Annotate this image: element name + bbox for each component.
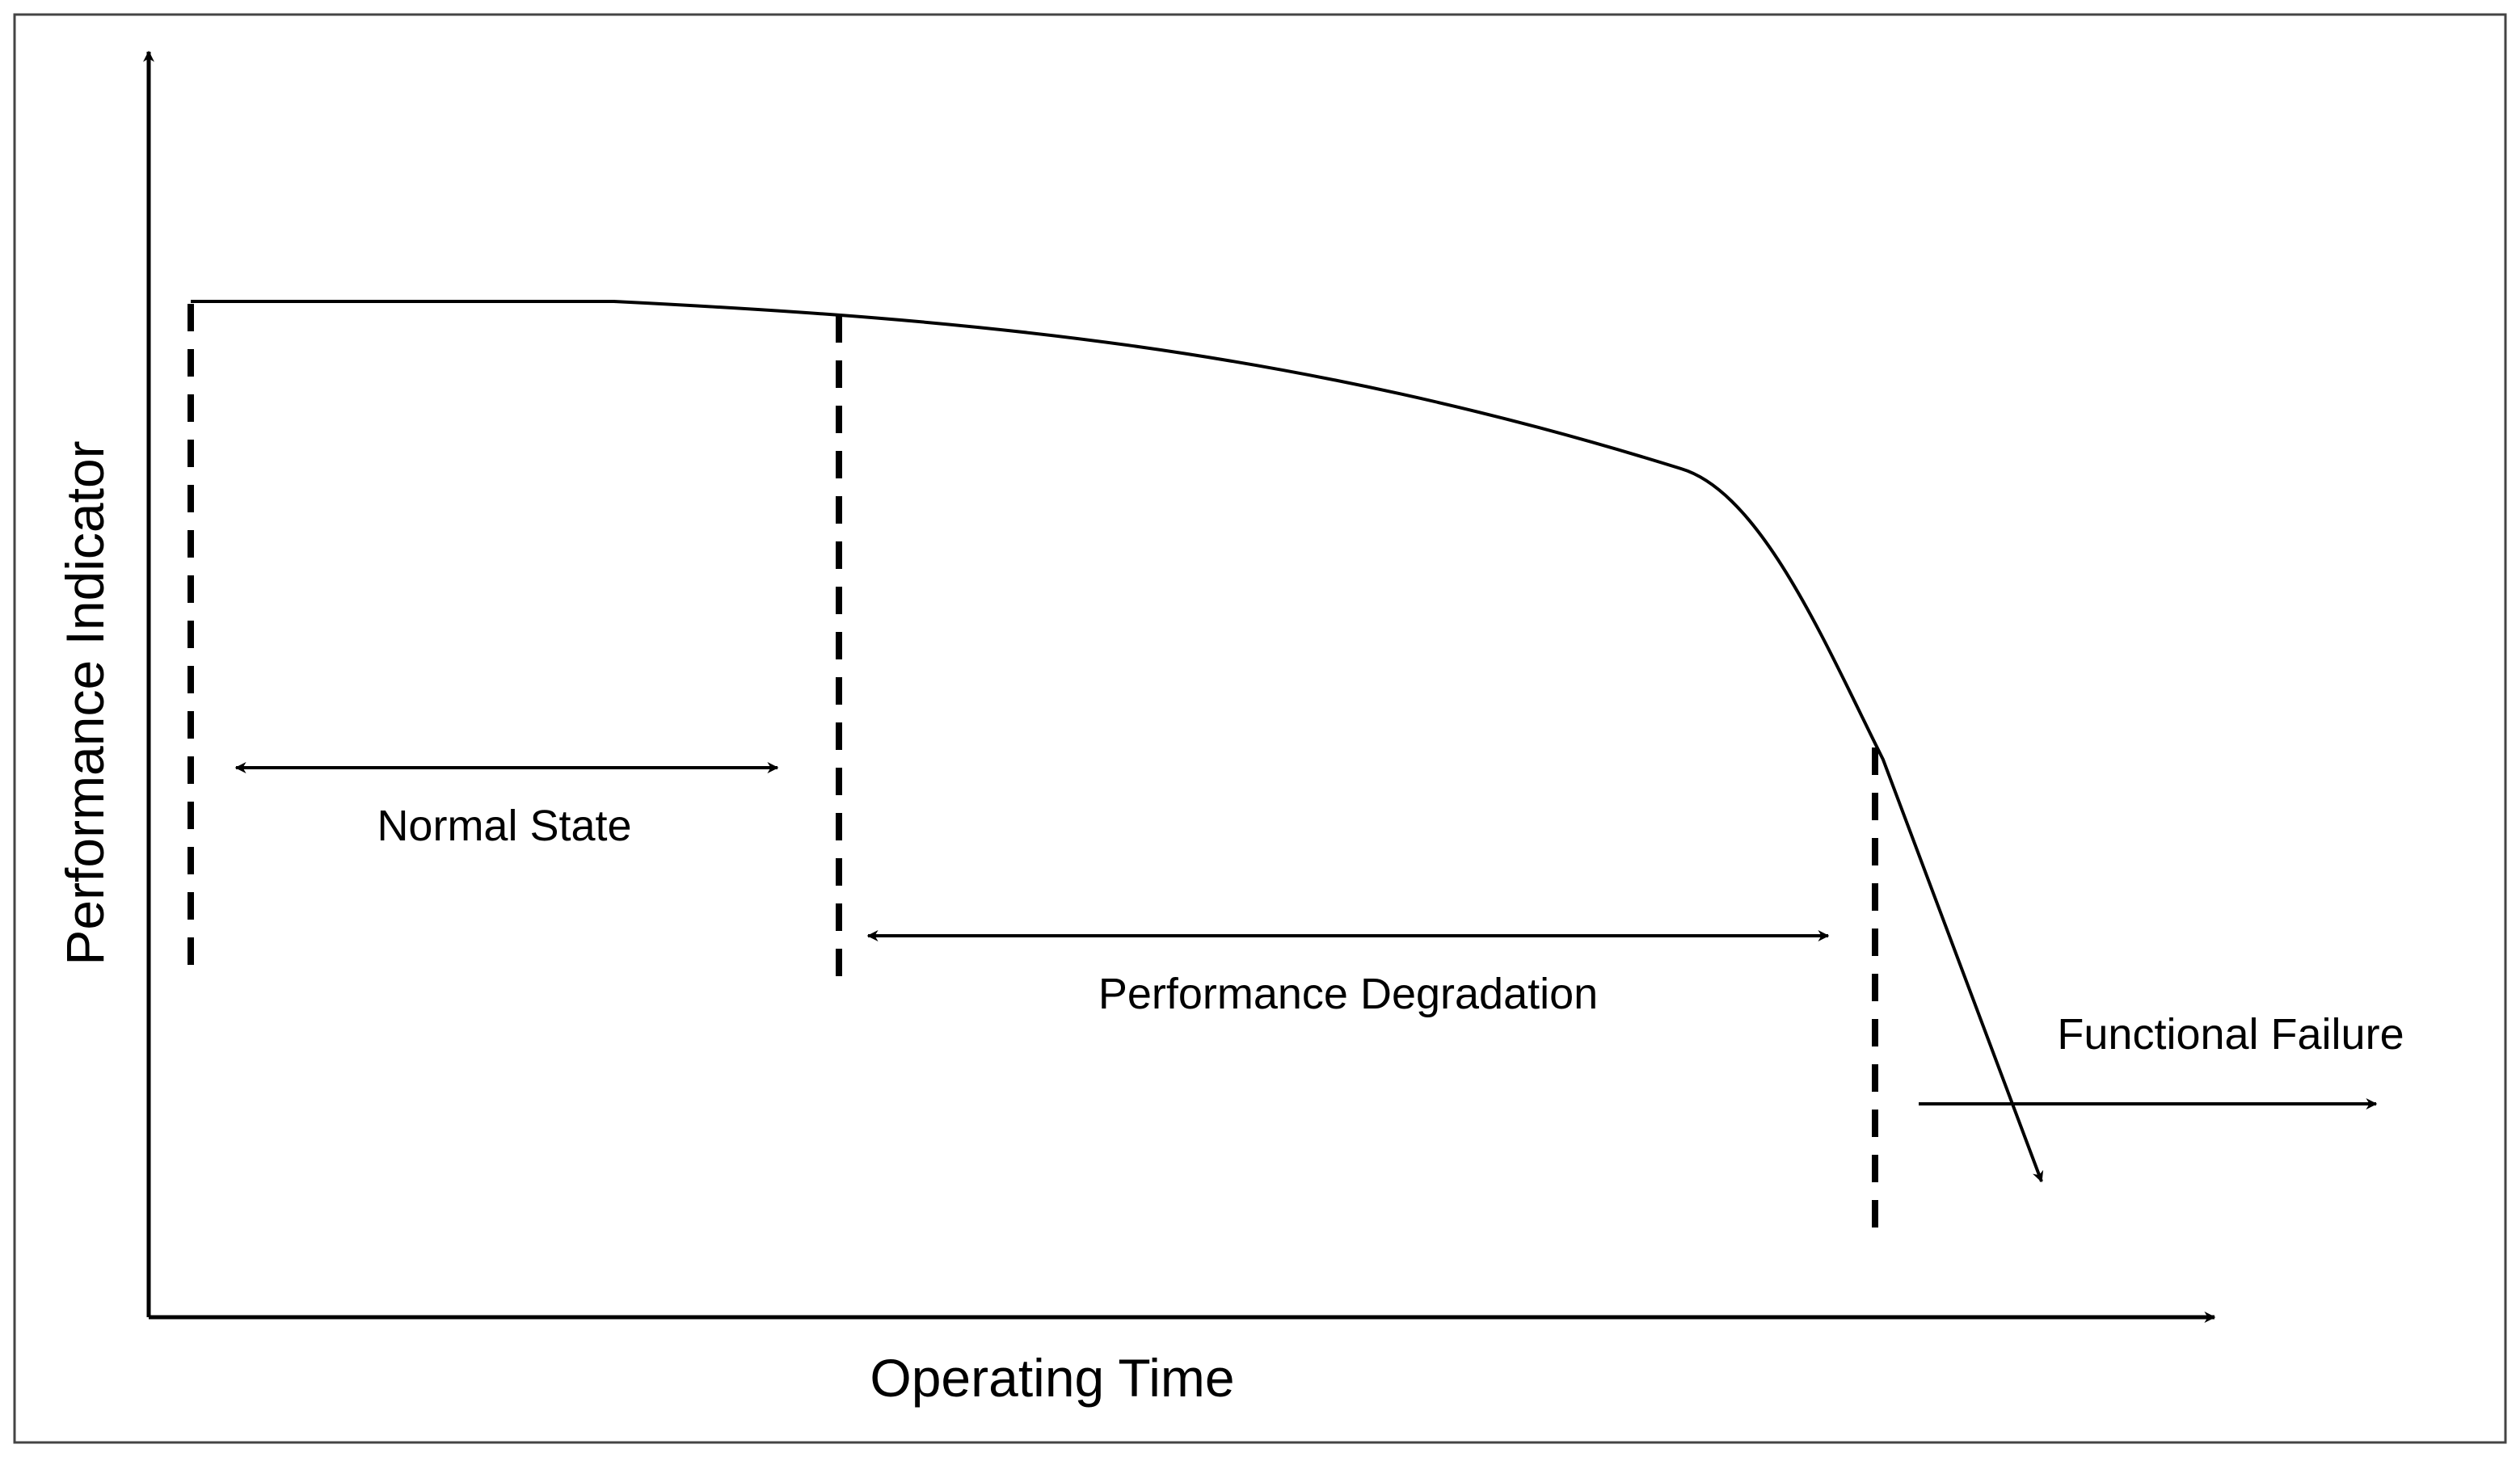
y-axis-label: Performance Indicator [55, 440, 115, 965]
normal-state-label: Normal State [377, 802, 631, 850]
functional-failure-label: Functional Failure [2057, 1010, 2404, 1059]
performance-curve [191, 300, 2044, 1183]
x-axis-label: Operating Time [870, 1348, 1234, 1408]
figure-frame [13, 13, 2507, 1444]
performance-degradation-label: Performance Degradation [1098, 970, 1598, 1018]
